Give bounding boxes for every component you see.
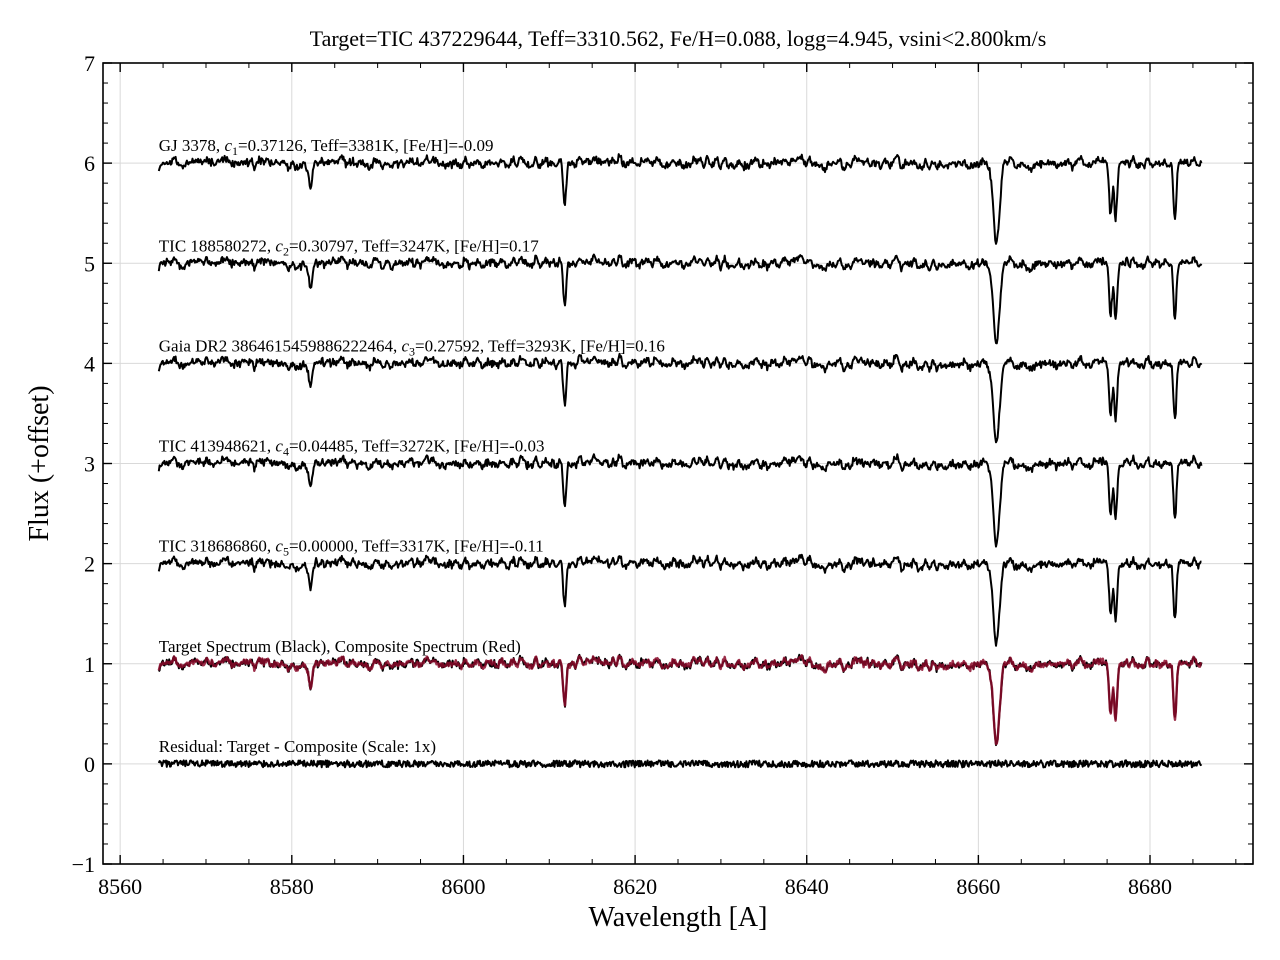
composite-spectrum-line: [157, 654, 1203, 746]
y-tick-label: 1: [84, 652, 95, 677]
series-annotation: Target Spectrum (Black), Composite Spect…: [159, 637, 521, 656]
x-axis-title: Wavelength [A]: [589, 902, 768, 933]
series-line-offset-5: [157, 253, 1203, 345]
x-tick-label: 8560: [98, 874, 142, 899]
y-tick-label: 5: [84, 251, 95, 276]
series-line-offset-4: [157, 352, 1203, 444]
x-tick-label: 8580: [270, 874, 314, 899]
series-annotation: Residual: Target - Composite (Scale: 1x): [159, 737, 436, 756]
y-axis-title: Flux (+offset): [24, 385, 55, 541]
axis-ticks: [103, 62, 1253, 865]
series-annotation: TIC 318686860, c5=0.00000, Teff=3317K, […: [159, 537, 544, 559]
x-tick-label: 8620: [613, 874, 657, 899]
x-tick-label: 8660: [956, 874, 1000, 899]
axis-tick-labels: 8560 8580 8600 8620 8640 8660 8680 −1 0 1 2 3 4 5 6 7: [72, 51, 1172, 899]
chart-title: Target=TIC 437229644, Teff=3310.562, Fe/…: [310, 26, 1047, 51]
y-tick-label: −1: [72, 852, 95, 877]
x-tick-label: 8600: [441, 874, 485, 899]
series-line-offset-2: [157, 553, 1202, 647]
series-annotations: GJ 3378, c1=0.37126, Teff=3381K, [Fe/H]=…: [159, 136, 665, 756]
series-annotation: TIC 413948621, c4=0.04485, Teff=3272K, […: [159, 437, 545, 459]
y-tick-label: 3: [84, 452, 95, 477]
series-line-offset-3: [157, 453, 1203, 548]
series-annotation: Gaia DR2 3864615459886222464, c3=0.27592…: [159, 336, 665, 358]
series-layer: [157, 153, 1203, 769]
x-tick-label: 8640: [785, 874, 829, 899]
y-tick-label: 7: [84, 51, 95, 76]
series-line-offset-6: [157, 153, 1203, 245]
y-tick-label: 6: [84, 151, 95, 176]
series-line-offset-0: [157, 759, 1203, 769]
x-tick-label: 8680: [1128, 874, 1172, 899]
y-tick-label: 4: [84, 351, 95, 376]
series-annotation: TIC 188580272, c2=0.30797, Teff=3247K, […: [159, 236, 539, 258]
series-annotation: GJ 3378, c1=0.37126, Teff=3381K, [Fe/H]=…: [159, 136, 494, 158]
y-tick-label: 0: [84, 752, 95, 777]
y-tick-label: 2: [84, 552, 95, 577]
